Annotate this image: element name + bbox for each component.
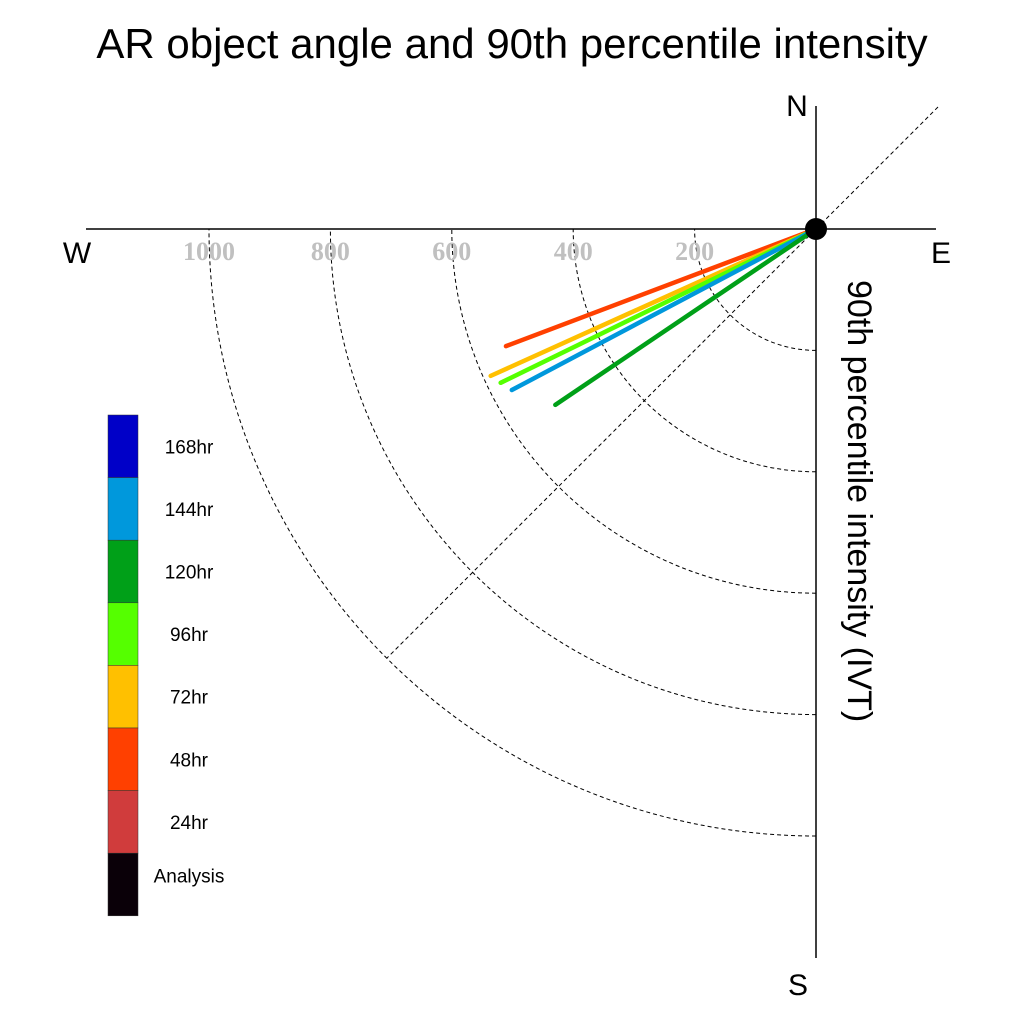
vector-48hr — [503, 226, 819, 349]
legend-label: 48hr — [170, 750, 209, 771]
compass-north: N — [786, 90, 808, 123]
intensity-vectors — [488, 226, 819, 408]
legend-swatch — [107, 852, 139, 917]
vector-144hr — [509, 226, 819, 393]
legend-label: 120hr — [165, 563, 214, 584]
tick-label: 400 — [554, 237, 593, 266]
legend-label: 168hr — [165, 437, 214, 458]
tick-label: 600 — [432, 237, 471, 266]
legend-swatch — [107, 477, 139, 541]
legend-label: 24hr — [170, 813, 209, 834]
compass-south: S — [788, 969, 808, 1002]
tick-label: 1000 — [183, 237, 235, 266]
grid-arc-200 — [694, 228, 817, 351]
legend-label: 144hr — [165, 500, 214, 521]
legend-label: 72hr — [170, 688, 209, 709]
legend-swatch — [107, 790, 139, 854]
legend-swatch — [107, 665, 139, 729]
legend-label: Analysis — [154, 867, 225, 888]
vector-120hr — [553, 226, 819, 408]
radial-tick-labels: 200 400 600 800 1000 — [183, 237, 714, 266]
compass-east: E — [931, 237, 951, 270]
legend-swatch — [107, 727, 139, 791]
compass-west: W — [63, 237, 92, 270]
grid-arc-1000 — [208, 228, 817, 837]
tick-label: 800 — [311, 237, 350, 266]
legend-swatch — [107, 539, 139, 604]
radial-axis-label: 90th percentile intensity (IVT) — [840, 280, 878, 722]
grid-arc-600 — [451, 228, 817, 594]
legend-label: 96hr — [170, 625, 209, 646]
grid — [208, 106, 939, 837]
chart-title: AR object angle and 90th percentile inte… — [96, 20, 927, 67]
legend-swatch — [107, 414, 139, 478]
origin-marker — [805, 218, 827, 240]
legend: 168hr 144hr 120hr 96hr 72hr 48hr 24hr Analysis — [107, 414, 225, 917]
legend-swatch — [107, 602, 139, 666]
tick-label: 200 — [675, 237, 714, 266]
diagonal-gridline — [386, 106, 939, 659]
